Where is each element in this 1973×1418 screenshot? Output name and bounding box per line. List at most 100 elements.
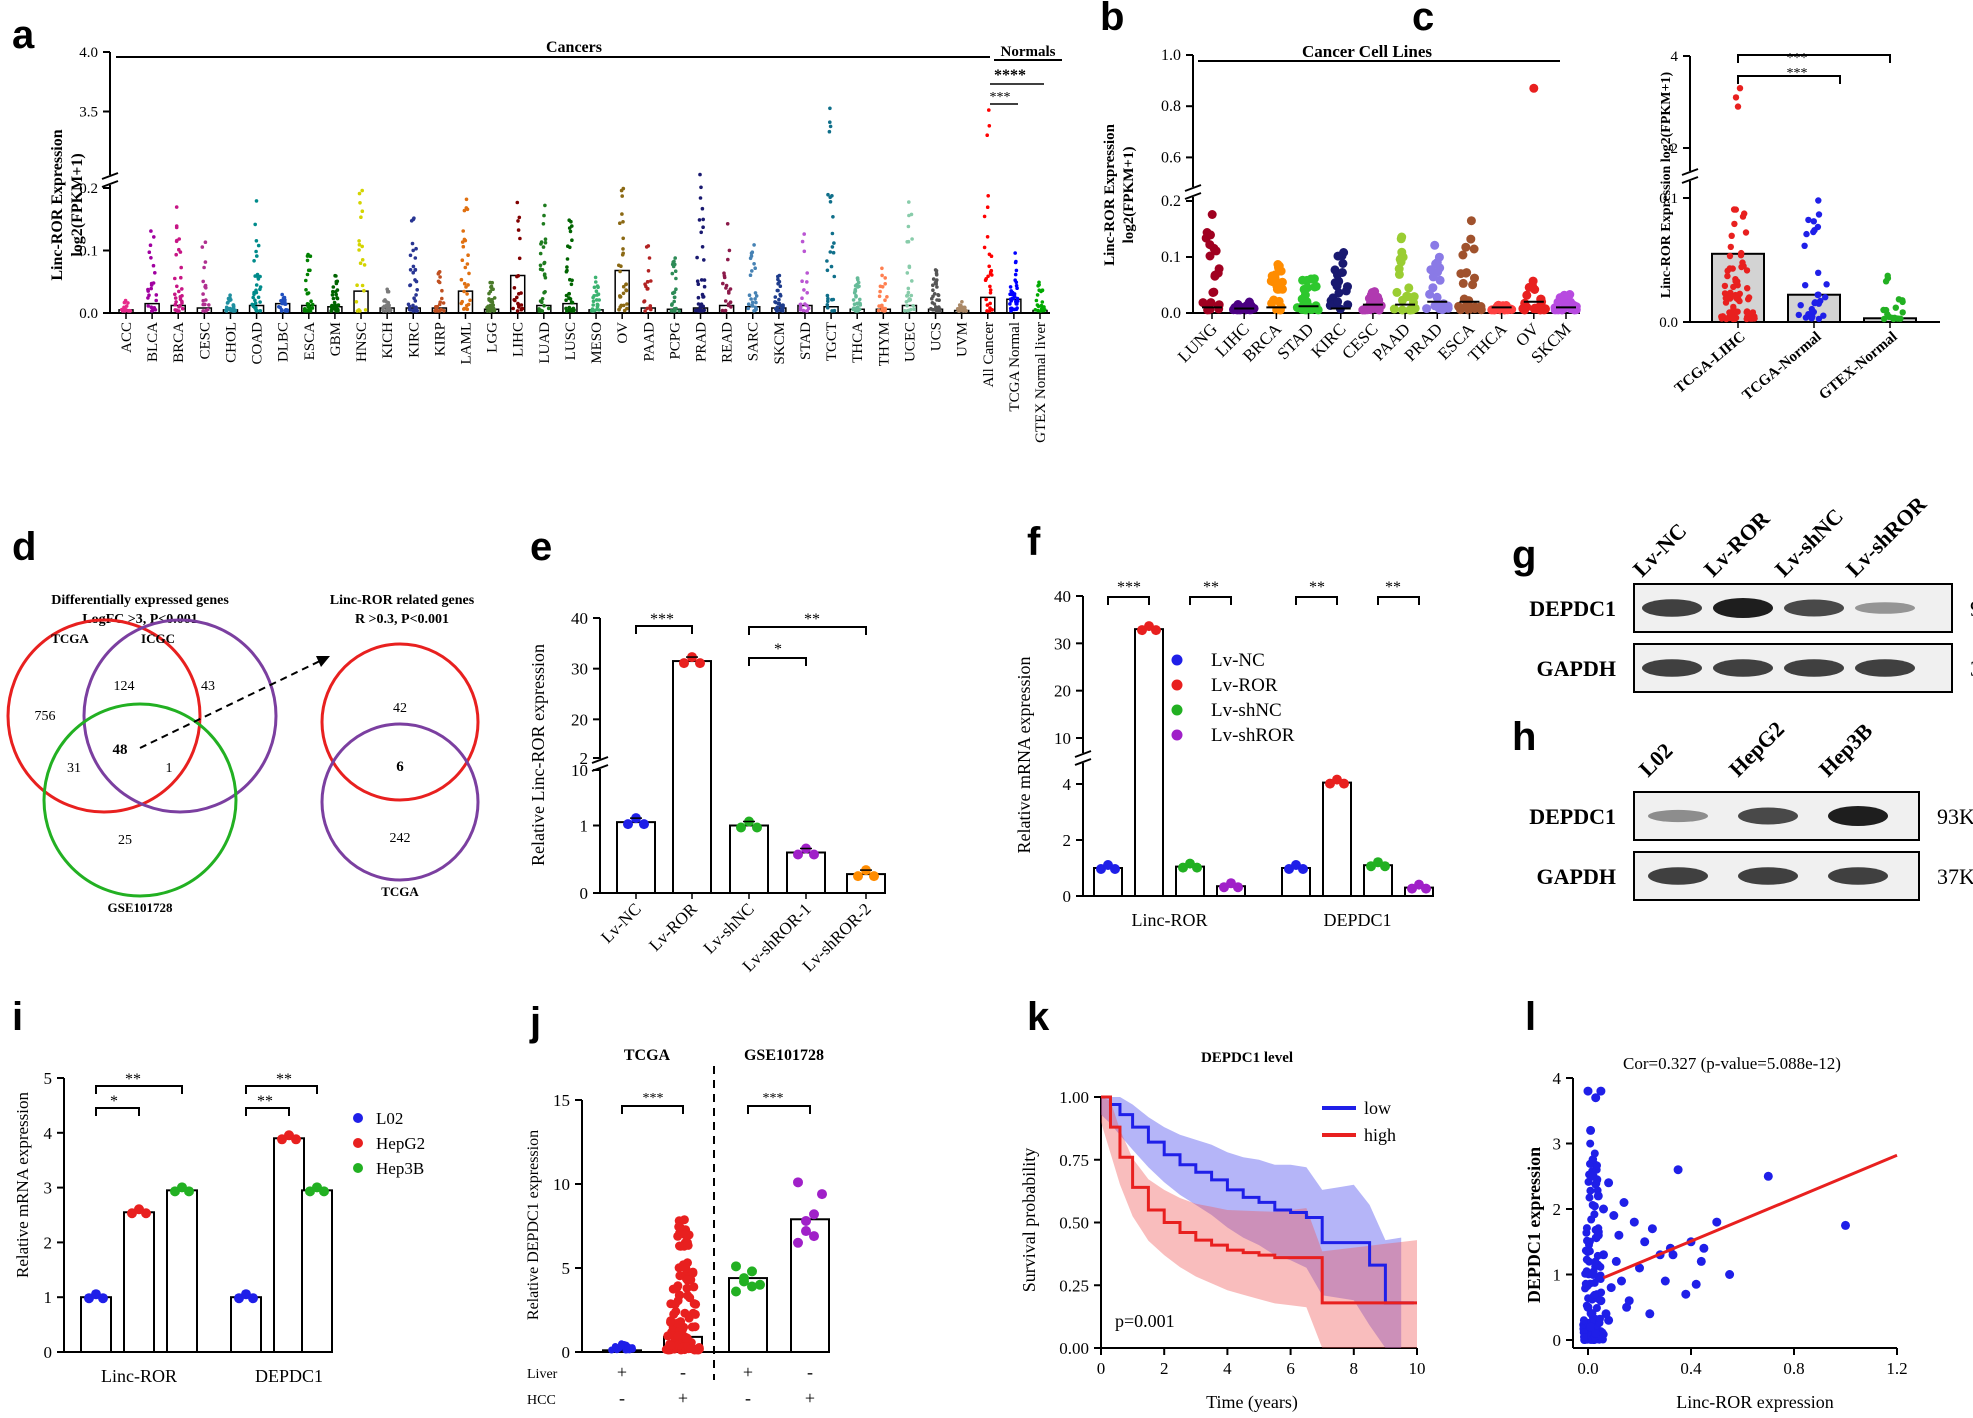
panel-a-dot-17-10: [566, 244, 570, 248]
panel-b-yticklabel-high-0: 0.6: [1161, 149, 1181, 166]
panel-a-dot-20-15: [646, 269, 651, 273]
panel-c-dot-0-47: [1751, 315, 1758, 322]
panel-b-dot-3-17: [1310, 282, 1320, 292]
panel-a-dot-23-18: [724, 283, 729, 288]
panel-b-ylabel-2: log2(FPKM+1): [1121, 147, 1137, 244]
panel-a-dot-6-18: [280, 292, 285, 297]
panel-i-legend-label-0: L02: [376, 1109, 403, 1128]
panel-l-cluster-76: [1581, 1279, 1590, 1288]
panel-a-dot-7-25: [306, 308, 310, 313]
panel-a-ybreak-slash-1: [101, 172, 119, 180]
panel-e-dot-3-0: [793, 849, 803, 860]
panel-f-bar-0-1: [1134, 628, 1164, 898]
panel-a-dot-22-25: [702, 308, 706, 313]
panel-a-dot-26-9: [805, 271, 809, 275]
panel-a-dot-3-7: [203, 285, 207, 289]
panel-c-dot-0-27: [1722, 294, 1730, 302]
panel-a-dot-2-13: [177, 289, 181, 294]
panel-a-dot-33-2: [987, 124, 992, 128]
panel-a-dot-11-32: [408, 268, 413, 272]
panel-a-dot-22-15: [696, 295, 701, 300]
panel-j-dots-1-92: [694, 1344, 704, 1354]
panel-j-dots-0-19: [618, 1342, 625, 1350]
panel-a-dot-1-19: [154, 298, 158, 303]
panel-c-outlier-3: [1734, 103, 1742, 110]
blot-h-band-0-2: [1828, 806, 1888, 826]
panel-k-legend-low: low: [1364, 1098, 1391, 1118]
panel-a-yticklabel-low-2: 0.2: [79, 181, 98, 197]
panel-c-dot-1-24: [1810, 308, 1818, 316]
panel-a-dot-30-19: [910, 237, 914, 241]
panel-e-sig-3: **: [804, 611, 820, 628]
panel-a-xlabel-8: GBM: [328, 322, 344, 356]
panel-a-dot-24-19: [746, 306, 750, 311]
blot-g-lane-3: Lv-shROR: [1841, 490, 1932, 581]
panel-b-dot-7-7: [1430, 240, 1440, 250]
panel-l-cluster-9: [1585, 1193, 1594, 1202]
panel-a-sig-2: ****: [994, 67, 1026, 84]
venn-count-tcga-only: 756: [35, 709, 56, 724]
panel-a-dot-16-28: [538, 251, 543, 256]
blot-h-band-1-2: [1828, 867, 1888, 885]
panel-a-dot-29-13: [880, 308, 884, 313]
panel-c-dot-0-30: [1732, 206, 1740, 213]
panel-i-bar-0-0: [80, 1296, 112, 1353]
panel-c-dot-2-15: [1886, 313, 1893, 320]
panel-label-k: k: [1027, 995, 1050, 1039]
panel-a-dot-13-26: [462, 281, 467, 286]
panel-a-dot-2-30: [175, 309, 179, 313]
panel-a-dot-18-4: [592, 285, 597, 290]
panel-a-dot-24-15: [748, 256, 753, 261]
panel-a-dot-0-11: [127, 308, 132, 313]
panel-l-point-5: [1596, 1086, 1606, 1096]
panel-j-dots-1-93: [683, 1258, 692, 1268]
blot-g-band-1-2: [1784, 659, 1844, 677]
panel-f-yticklabel-low-0: 0: [1063, 887, 1072, 906]
panel-i-yticklabel-5: 5: [44, 1069, 53, 1088]
panel-a-dot-7-20: [305, 258, 310, 263]
venn-right-count-mid: 6: [396, 759, 404, 775]
panel-a-dot-12-21: [433, 309, 437, 313]
panel-a-dot-26-15: [805, 291, 809, 295]
panel-e-xlabel-0: Lv-NC: [597, 899, 644, 946]
panel-a-dot-17-25: [567, 292, 571, 296]
panel-c-dot-1-4: [1803, 230, 1810, 238]
panel-b-dot-8-14: [1466, 216, 1476, 226]
panel-b-dot-5-21: [1363, 305, 1372, 315]
panel-b-dot-2-19: [1267, 298, 1277, 308]
panel-a-ylabel-1: Linc-ROR Expression: [49, 129, 66, 280]
panel-a-dot-22-4: [702, 284, 707, 289]
panel-c-dot-2-17: [1884, 272, 1891, 279]
panel-j-yticklabel-0: 0: [562, 1343, 571, 1362]
panel-a-dot-3-18: [207, 303, 211, 307]
panel-a-dot-21-18: [670, 302, 674, 306]
panel-b-dot-0-7: [1206, 298, 1216, 308]
panel-j-dot-2-0: [731, 1286, 741, 1297]
panel-c-dot-0-54: [1743, 267, 1751, 274]
panel-j-sig-1: ***: [643, 1091, 664, 1106]
panel-b-xlabel-0: LUNG: [1174, 319, 1221, 366]
panel-a-dot-25-29: [775, 305, 780, 310]
panel-a-dot-22-14: [699, 308, 704, 313]
panel-b-dot-4-18: [1337, 268, 1347, 277]
panel-a-dot-35-19: [1037, 282, 1041, 287]
panel-a-dot-5-8: [254, 239, 259, 243]
panel-a-dot-30-24: [905, 308, 910, 313]
panel-f-yticklabel-high-3: 40: [1054, 587, 1071, 606]
panel-a-dot-8-32: [334, 274, 338, 278]
panel-b-dot-7-1: [1435, 275, 1445, 285]
panel-e-yticklabel-high-0: 10: [571, 761, 588, 780]
panel-l-point-35: [1586, 1322, 1596, 1332]
panel-a-dot-33-25: [989, 254, 994, 258]
panel-l-xticklabel-0: 0.0: [1577, 1359, 1598, 1378]
panel-a-dot-2-3: [180, 306, 185, 311]
panel-a-dot-22-21: [700, 245, 705, 249]
panel-e-dot-3-2: [809, 849, 819, 860]
panel-b-ylabel-1: Linc-ROR Expression: [1102, 123, 1118, 265]
panel-a-dot-33-21: [988, 291, 993, 295]
blot-h-band-0-1: [1738, 807, 1798, 825]
panel-a-dot-27-16: [831, 250, 836, 255]
panel-k-title: DEPDC1 level: [1201, 1050, 1293, 1066]
panel-a-dot-13-12: [465, 292, 469, 296]
panel-a-dot-30-11: [905, 294, 909, 298]
